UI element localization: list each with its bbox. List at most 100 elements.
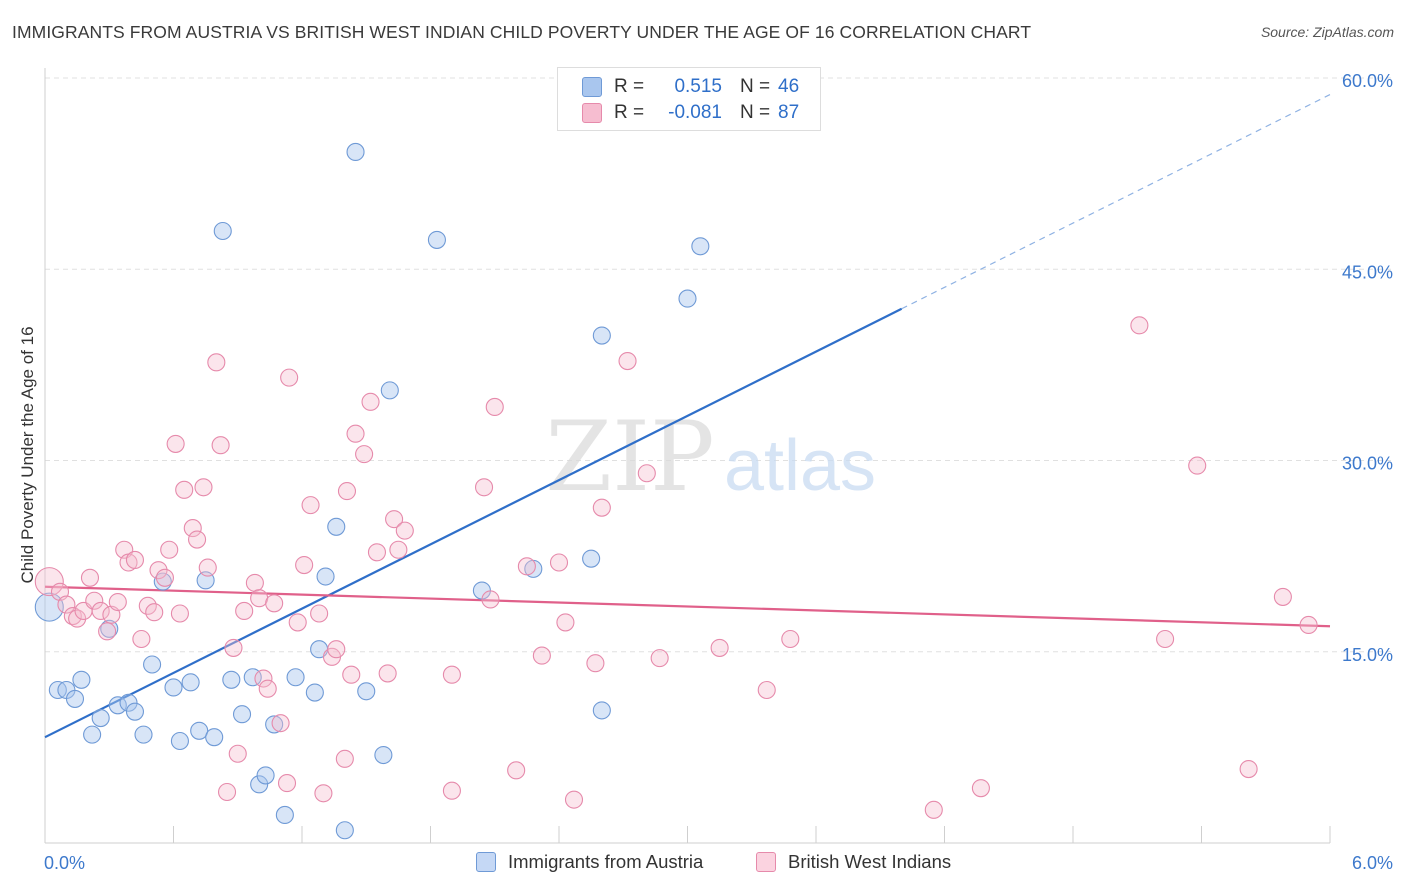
legend-n-label: N = <box>740 76 771 97</box>
bwi-point <box>85 591 104 610</box>
bwi-point <box>637 464 656 483</box>
austria-point <box>100 619 119 638</box>
austria-point <box>327 517 346 536</box>
austria-point <box>222 670 241 689</box>
austria-point <box>305 683 324 702</box>
austria-point <box>65 689 85 708</box>
y-tick-label: 30.0% <box>1342 454 1393 474</box>
y-tick-label: 60.0% <box>1342 71 1393 91</box>
legend-n-value: 46 <box>778 76 800 97</box>
austria-point <box>357 682 376 701</box>
bwi-point <box>781 629 800 649</box>
bwi-point <box>757 680 776 700</box>
bwi-point <box>155 568 174 587</box>
austria-point <box>119 693 138 712</box>
bwi-point <box>618 351 637 371</box>
austria-point <box>108 696 127 715</box>
austria-point <box>72 670 91 689</box>
trend-lines <box>44 94 1331 739</box>
austria-point <box>181 673 200 692</box>
austria-point <box>91 708 110 728</box>
bwi-point <box>271 714 290 733</box>
bwi-point <box>68 609 87 628</box>
bwi-point <box>149 561 168 580</box>
austria-point <box>213 221 232 241</box>
bwi-point <box>924 800 943 819</box>
bwi-trend-line <box>44 585 1331 628</box>
bwi-point <box>57 595 76 614</box>
bwi-point <box>355 445 374 464</box>
bwi-point <box>346 424 365 443</box>
bwi-point <box>442 665 461 684</box>
bwi-point <box>556 613 575 632</box>
bwi-point <box>183 519 202 538</box>
axes <box>44 68 1331 844</box>
bwi-point <box>481 590 500 609</box>
tick-labels: 15.0% 30.0% 45.0% 60.0% 0.0% 6.0% <box>44 71 1393 873</box>
bwi-point <box>517 557 536 576</box>
bwi-point <box>211 436 230 455</box>
legend-n-value: 87 <box>778 102 800 123</box>
austria-point <box>286 668 305 687</box>
austria-point <box>164 678 183 697</box>
bwi-point <box>485 397 504 417</box>
correlation-legend: R = 0.515 N = 46 R = -0.081 N = 87 <box>557 67 821 131</box>
chart-title: IMMIGRANTS FROM AUSTRIA VS BRITISH WEST … <box>12 22 1032 42</box>
bwi-point <box>265 594 284 613</box>
bwi-point <box>98 622 117 641</box>
bwi-point <box>1299 615 1318 635</box>
bwi-point <box>228 744 247 763</box>
x-tick-label: 6.0% <box>1352 853 1393 873</box>
legend-row-austria: R = 0.515 N = 46 <box>582 75 799 99</box>
bwi-point <box>280 368 299 387</box>
bwi-point <box>442 781 461 800</box>
bwi-point <box>389 540 408 559</box>
bwi-point <box>564 790 584 809</box>
austria-point <box>335 821 354 840</box>
legend-n-label: N = <box>740 102 771 123</box>
y-tick-label: 15.0% <box>1342 645 1393 665</box>
bwi-point <box>532 646 551 665</box>
austria-point <box>592 326 611 345</box>
bwi-point <box>367 543 387 562</box>
legend-r-value: -0.081 <box>668 102 722 123</box>
bwi-point <box>170 604 189 623</box>
bwi-point <box>207 353 226 372</box>
bwi-point <box>361 392 380 411</box>
bwi-point <box>301 496 320 515</box>
austria-point <box>374 745 393 765</box>
legend-item-bwi: British West Indians <box>756 851 951 873</box>
austria-point <box>83 725 102 744</box>
bwi-point <box>586 654 605 673</box>
bwi-point <box>310 604 329 623</box>
bwi-point <box>80 568 100 587</box>
bwi-point <box>250 589 269 608</box>
bwi-point <box>650 649 669 668</box>
bwi-point <box>337 482 357 501</box>
bwi-point <box>1156 629 1175 649</box>
bwi-point <box>507 761 526 780</box>
austria-trend-extension <box>901 94 1331 310</box>
bwi-point <box>245 573 264 592</box>
data-points <box>34 142 1318 840</box>
bwi-point <box>1239 759 1258 779</box>
bwi-point <box>342 665 361 684</box>
bwi-point <box>1130 316 1149 335</box>
austria-point <box>232 705 252 724</box>
bwi-point <box>314 784 333 803</box>
austria-point <box>380 381 399 400</box>
bwi-point <box>108 592 127 612</box>
austria-trend-line <box>44 307 903 739</box>
legend-r-label: R = <box>614 102 645 123</box>
bwi-point <box>254 669 273 688</box>
austria-point <box>427 230 446 249</box>
bwi-point <box>385 510 404 529</box>
gridlines <box>45 77 1395 653</box>
bwi-point <box>288 613 307 632</box>
bwi-point <box>710 638 729 657</box>
bwi-point <box>327 640 346 659</box>
legend-swatch-austria <box>476 852 496 872</box>
austria-point <box>275 805 294 825</box>
bwi-point <box>194 478 213 497</box>
bwi-point <box>295 555 314 575</box>
